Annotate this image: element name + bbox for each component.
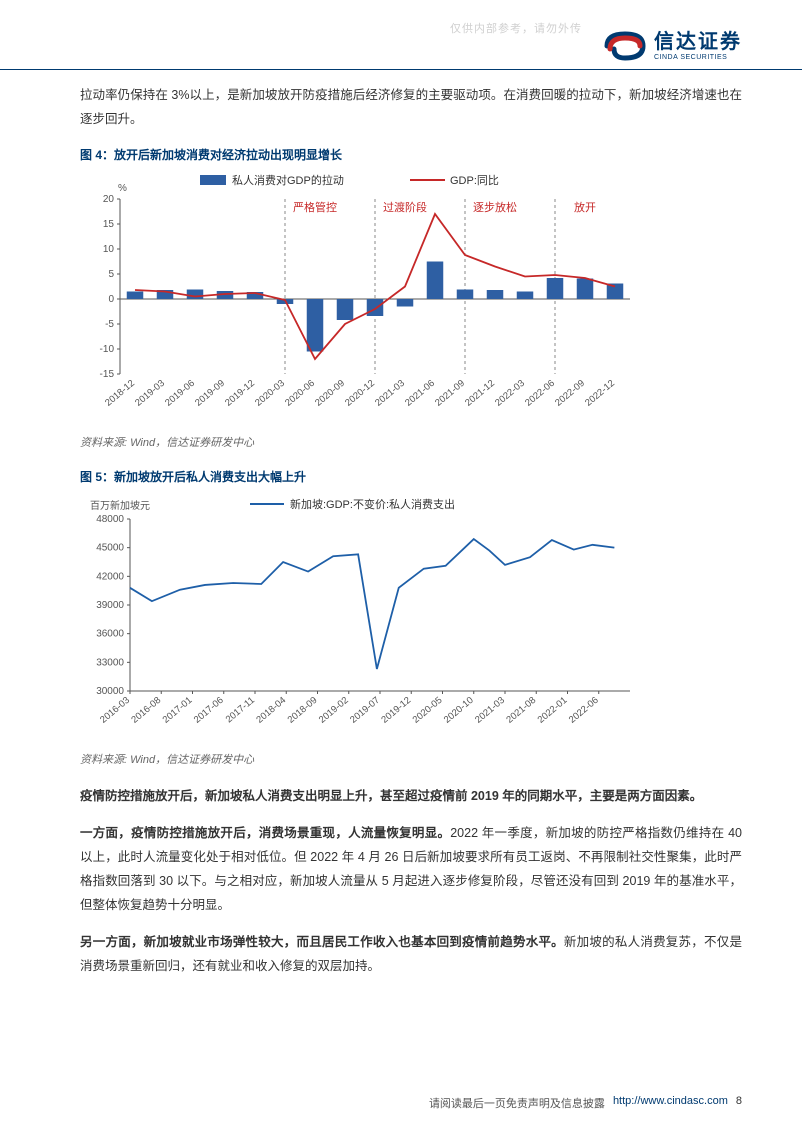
footer-text: 请阅读最后一页免责声明及信息披露 <box>429 1095 605 1111</box>
paragraph-3: 另一方面，新加坡就业市场弹性较大，而且居民工作收入也基本回到疫情前趋势水平。新加… <box>80 931 742 979</box>
figure-5-source: 资料来源: Wind，信达证券研发中心 <box>80 751 742 767</box>
page-footer: 请阅读最后一页免责声明及信息披露 http://www.cindasc.com … <box>0 1095 802 1111</box>
svg-text:2017-11: 2017-11 <box>224 694 257 724</box>
svg-text:过渡阶段: 过渡阶段 <box>383 200 427 214</box>
svg-text:45000: 45000 <box>96 542 124 553</box>
brand-logo: 信达证券 CINDA SECURITIES <box>602 29 742 69</box>
svg-text:5: 5 <box>108 269 114 280</box>
svg-text:2020-12: 2020-12 <box>343 377 377 408</box>
svg-text:2022-12: 2022-12 <box>583 377 617 408</box>
svg-text:2020-05: 2020-05 <box>411 694 445 725</box>
svg-text:2022-09: 2022-09 <box>553 377 587 408</box>
svg-text:2019-06: 2019-06 <box>163 377 197 408</box>
svg-text:2019-02: 2019-02 <box>317 694 351 725</box>
paragraph-2-bold: 一方面，疫情防控措施放开后，消费场景重现，人流量恢复明显。 <box>80 826 450 840</box>
footer-link[interactable]: http://www.cindasc.com <box>613 1095 728 1111</box>
svg-text:48000: 48000 <box>96 514 124 525</box>
svg-text:2019-07: 2019-07 <box>348 694 382 725</box>
paragraph-1: 疫情防控措施放开后，新加坡私人消费支出明显上升，甚至超过疫情前 2019 年的同… <box>80 785 742 809</box>
svg-text:2016-03: 2016-03 <box>98 694 132 725</box>
figure-4-source: 资料来源: Wind，信达证券研发中心 <box>80 434 742 450</box>
svg-text:百万新加坡元: 百万新加坡元 <box>90 499 150 512</box>
logo-text-en: CINDA SECURITIES <box>654 54 742 61</box>
svg-text:30000: 30000 <box>96 686 124 697</box>
figure-5-chart: 30000 33000 36000 39000 42000 45000 48000 百万新加坡… <box>80 491 640 749</box>
svg-text:2020-06: 2020-06 <box>283 377 317 408</box>
svg-text:-10: -10 <box>100 344 115 355</box>
svg-text:2022-06: 2022-06 <box>523 377 557 408</box>
svg-text:2021-08: 2021-08 <box>504 694 538 725</box>
svg-text:2017-06: 2017-06 <box>192 694 226 725</box>
svg-text:2022-03: 2022-03 <box>493 377 527 408</box>
svg-text:2020-09: 2020-09 <box>313 377 347 408</box>
paragraph-2: 一方面，疫情防控措施放开后，消费场景重现，人流量恢复明显。2022 年一季度，新… <box>80 822 742 917</box>
logo-swirl-icon <box>602 29 648 63</box>
svg-text:放开: 放开 <box>574 200 596 214</box>
svg-text:严格管控: 严格管控 <box>293 200 337 214</box>
svg-text:2018-09: 2018-09 <box>286 694 320 725</box>
svg-text:新加坡:GDP:不变价:私人消费支出: 新加坡:GDP:不变价:私人消费支出 <box>290 497 455 511</box>
svg-text:36000: 36000 <box>96 628 124 639</box>
svg-text:2018-04: 2018-04 <box>254 694 288 725</box>
svg-text:0: 0 <box>108 294 114 305</box>
figure-5-title: 图 5：新加坡放开后私人消费支出大幅上升 <box>80 468 742 485</box>
watermark: 仅供内部参考，请勿外传 <box>450 20 582 36</box>
paragraph-3-bold: 另一方面，新加坡就业市场弹性较大，而且居民工作收入也基本回到疫情前趋势水平。 <box>80 935 564 949</box>
svg-text:2022-01: 2022-01 <box>536 694 570 725</box>
svg-text:逐步放松: 逐步放松 <box>473 200 517 214</box>
page-number: 8 <box>736 1095 742 1111</box>
svg-text:2016-08: 2016-08 <box>129 694 163 725</box>
paragraph-1-bold: 疫情防控措施放开后，新加坡私人消费支出明显上升，甚至超过疫情前 2019 年的同… <box>80 789 702 803</box>
svg-text:2021-03: 2021-03 <box>373 377 407 408</box>
svg-text:2020-10: 2020-10 <box>442 694 476 725</box>
svg-text:2019-12: 2019-12 <box>223 377 257 408</box>
svg-text:GDP:同比: GDP:同比 <box>450 174 499 187</box>
logo-text-cn: 信达证券 <box>654 32 742 52</box>
svg-text:%: % <box>118 183 127 194</box>
svg-text:私人消费对GDP的拉动: 私人消费对GDP的拉动 <box>232 173 344 187</box>
svg-text:2019-09: 2019-09 <box>193 377 227 408</box>
svg-text:39000: 39000 <box>96 600 124 611</box>
svg-text:42000: 42000 <box>96 571 124 582</box>
svg-text:-5: -5 <box>105 319 114 330</box>
svg-text:2021-09: 2021-09 <box>433 377 467 408</box>
svg-text:2019-12: 2019-12 <box>379 694 413 725</box>
figure-4-title: 图 4：放开后新加坡消费对经济拉动出现明显增长 <box>80 146 742 163</box>
svg-text:2019-03: 2019-03 <box>133 377 167 408</box>
svg-text:20: 20 <box>103 194 115 205</box>
page-header: 信达证券 CINDA SECURITIES <box>0 0 802 70</box>
svg-text:2022-06: 2022-06 <box>567 694 601 725</box>
svg-text:-15: -15 <box>100 369 115 380</box>
svg-text:2021-03: 2021-03 <box>473 694 507 725</box>
svg-text:2018-12: 2018-12 <box>103 377 137 408</box>
svg-text:15: 15 <box>103 219 115 230</box>
svg-text:2021-06: 2021-06 <box>403 377 437 408</box>
figure-4-chart: -15-10-505101520%严格管控过渡阶段逐步放松放开2018-1220… <box>80 169 640 432</box>
svg-text:2017-01: 2017-01 <box>161 694 195 725</box>
intro-paragraph: 拉动率仍保持在 3%以上，是新加坡放开防疫措施后经济修复的主要驱动项。在消费回暖… <box>80 84 742 132</box>
svg-text:33000: 33000 <box>96 657 124 668</box>
main-content: 拉动率仍保持在 3%以上，是新加坡放开防疫措施后经济修复的主要驱动项。在消费回暖… <box>0 70 802 979</box>
svg-text:2020-03: 2020-03 <box>253 377 287 408</box>
svg-text:2021-12: 2021-12 <box>463 377 497 408</box>
svg-text:10: 10 <box>103 244 115 255</box>
